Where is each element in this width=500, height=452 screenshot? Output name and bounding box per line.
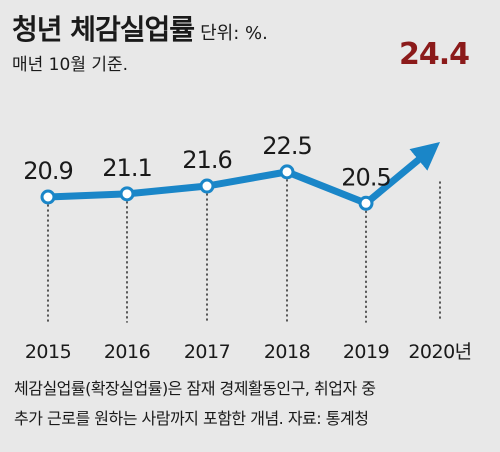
data-label-2018: 22.5: [262, 132, 311, 160]
chart-header: 청년 체감실업률 단위: %.: [12, 8, 268, 48]
series-arrow-segment: [362, 142, 440, 207]
data-label-2015: 20.9: [23, 157, 72, 185]
data-label-2017: 21.6: [182, 146, 231, 174]
footnote-line-2: 추가 근로를 원하는 사람까지 포함한 개념. 자료: 통계청: [14, 409, 369, 428]
x-tick-label-2017: 2017: [184, 341, 230, 363]
point-marker-2019: [358, 195, 374, 211]
data-label-2020년: 24.4: [399, 37, 469, 72]
point-marker-2016: [119, 186, 135, 202]
x-tick-label-2016: 2016: [104, 341, 150, 363]
data-label-2019: 20.5: [341, 163, 390, 191]
x-tick-label-2015: 2015: [25, 341, 71, 363]
unit-label: 단위: %.: [200, 23, 268, 44]
chart-subtitle: 매년 10월 기준.: [12, 55, 129, 75]
x-tick-label-2019: 2019: [343, 341, 389, 363]
point-marker-2018: [279, 164, 295, 180]
point-marker-2017: [199, 178, 215, 194]
x-tick-label-2020년: 2020년: [408, 341, 471, 363]
footnote: 체감실업률(확장실업률)은 잠재 경제활동인구, 취업자 중 추가 근로를 원하…: [14, 374, 492, 434]
chart-title: 청년 체감실업률: [12, 13, 195, 46]
data-label-2016: 21.1: [102, 154, 151, 182]
point-marker-2015: [40, 189, 56, 205]
x-tick-label-2018: 2018: [264, 341, 310, 363]
footnote-line-1: 체감실업률(확장실업률)은 잠재 경제활동인구, 취업자 중: [14, 379, 376, 398]
